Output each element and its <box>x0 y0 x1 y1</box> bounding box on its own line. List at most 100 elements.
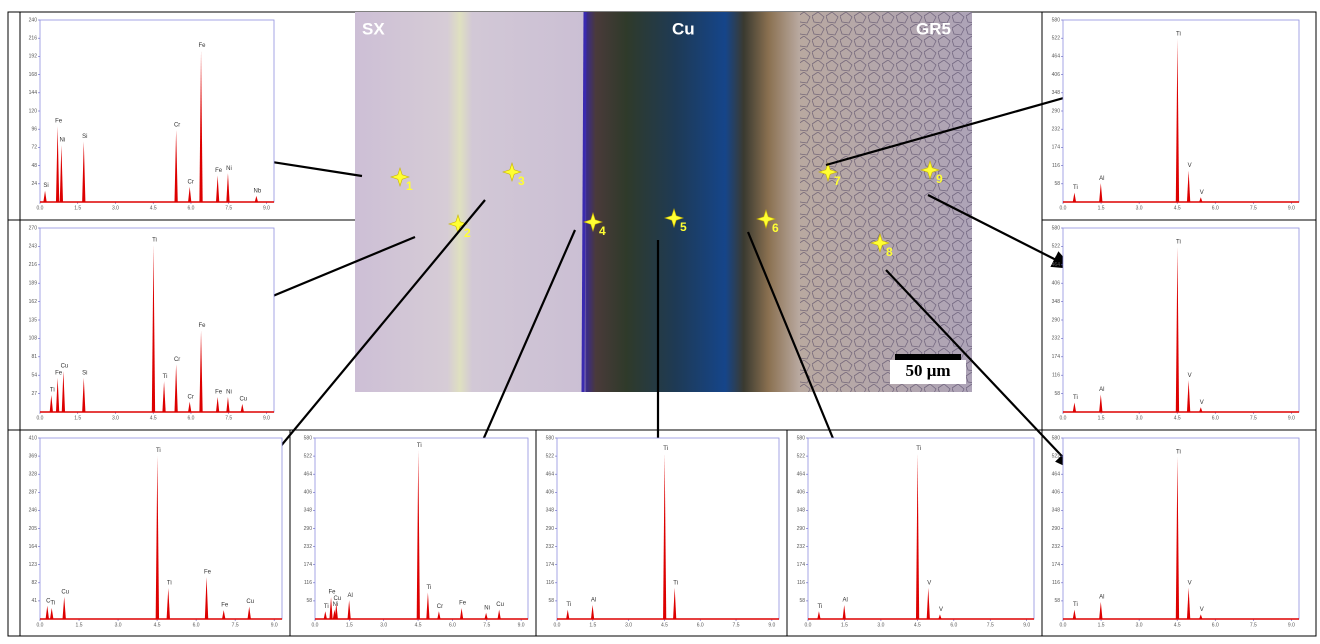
peak-label: Ti <box>1073 602 1078 608</box>
y-tick-label: 348 <box>1052 508 1061 514</box>
y-tick-label: 189 <box>29 281 38 287</box>
peak-label: Ti <box>156 448 161 454</box>
peak-label: Ti <box>163 374 168 380</box>
point-marker <box>870 233 890 253</box>
peak-label: Al <box>591 598 596 604</box>
peak <box>915 453 920 619</box>
scale-bar-label: 50 μm <box>905 361 950 380</box>
peak <box>188 186 192 202</box>
x-tick-label: 9.0 <box>263 415 270 421</box>
y-tick-label: 406 <box>1052 490 1061 496</box>
peak <box>166 588 170 619</box>
peak <box>437 611 441 619</box>
peak-label: Ti <box>417 443 422 449</box>
plot-area <box>39 227 275 413</box>
y-tick-label: 58 <box>1054 598 1060 604</box>
y-tick-label: 58 <box>799 598 805 604</box>
x-tick-label: 3.0 <box>380 622 387 628</box>
point-label: 8 <box>886 245 893 259</box>
y-tick-label: 464 <box>797 472 806 478</box>
peak <box>254 195 259 202</box>
y-tick-label: 240 <box>29 17 38 23</box>
x-tick-label: 9.0 <box>271 622 278 628</box>
plot-area <box>39 19 275 203</box>
x-tick-label: 0.0 <box>554 622 561 628</box>
peak <box>926 587 930 619</box>
peak <box>82 377 86 412</box>
x-tick-label: 7.5 <box>1250 205 1257 211</box>
peak-label: Al <box>1099 387 1104 393</box>
y-tick-label: 522 <box>304 453 313 459</box>
peak <box>590 604 595 619</box>
peak-label: Ti <box>916 446 921 452</box>
point-marker <box>583 212 603 232</box>
x-tick-label: 9.0 <box>1288 205 1295 211</box>
y-tick-label: 406 <box>546 490 555 496</box>
y-tick-label: 270 <box>29 225 38 231</box>
point-label: 9 <box>936 172 943 186</box>
y-tick-label: 174 <box>1052 354 1061 360</box>
y-tick-label: 232 <box>304 544 313 550</box>
y-tick-label: 216 <box>29 262 38 268</box>
peak-label: Cr <box>188 179 194 185</box>
y-tick-label: 174 <box>1052 145 1061 151</box>
peak <box>1099 394 1103 412</box>
y-tick-label: 72 <box>31 145 37 151</box>
region-label: SX <box>362 19 385 38</box>
x-tick-label: 4.5 <box>415 622 422 628</box>
peak <box>45 605 49 619</box>
y-tick-label: 522 <box>1052 453 1061 459</box>
y-tick-label: 580 <box>1052 17 1061 23</box>
x-tick-label: 1.5 <box>589 622 596 628</box>
x-tick-label: 3.0 <box>877 622 884 628</box>
peak-label: Ti <box>1176 31 1181 37</box>
peak <box>188 401 192 412</box>
peak <box>204 577 209 619</box>
peak-label: Fe <box>215 168 223 174</box>
y-tick-label: 290 <box>304 526 313 532</box>
y-tick-label: 174 <box>1052 562 1061 568</box>
y-tick-label: 243 <box>29 244 38 250</box>
point-label: 3 <box>518 174 525 188</box>
y-tick-label: 164 <box>29 544 38 550</box>
x-tick-label: 0.0 <box>1060 415 1067 421</box>
peak-label: Ti <box>152 238 157 244</box>
y-tick-label: 116 <box>1052 373 1060 379</box>
y-tick-label: 116 <box>546 580 554 586</box>
y-tick-label: 464 <box>1052 262 1061 268</box>
peak-label: Cr <box>437 604 443 610</box>
peak-label: V <box>1200 607 1204 613</box>
y-tick-label: 96 <box>31 127 37 133</box>
point-label: 4 <box>599 224 606 238</box>
plot-area <box>1062 437 1300 620</box>
x-tick-label: 4.5 <box>150 205 157 211</box>
point-marker <box>756 209 776 229</box>
peak <box>426 592 430 619</box>
peak-label: Cu <box>333 596 341 602</box>
y-tick-label: 522 <box>797 453 806 459</box>
y-tick-label: 58 <box>548 598 554 604</box>
x-tick-label: 9.0 <box>1288 415 1295 421</box>
point-label: 7 <box>834 174 841 188</box>
peak-label: Ti <box>427 585 432 591</box>
y-tick-label: 290 <box>1052 526 1061 532</box>
peak <box>663 453 667 619</box>
point-label: 5 <box>680 220 687 234</box>
y-tick-label: 290 <box>1052 317 1061 323</box>
peak <box>1175 456 1180 619</box>
y-tick-label: 580 <box>546 435 555 441</box>
x-tick-label: 3.0 <box>1136 622 1143 628</box>
peak-label: Fe <box>199 323 207 329</box>
peak <box>497 609 501 619</box>
peak-label: Fe <box>199 43 207 49</box>
y-tick-label: 464 <box>1052 54 1061 60</box>
peak <box>1186 170 1191 202</box>
y-tick-label: 348 <box>797 508 806 514</box>
x-tick-label: 1.5 <box>346 622 353 628</box>
peak-label: Ti <box>1073 185 1078 191</box>
y-tick-label: 58 <box>1054 391 1060 397</box>
y-tick-label: 369 <box>29 453 38 459</box>
peak <box>484 612 488 619</box>
peak <box>459 608 464 619</box>
